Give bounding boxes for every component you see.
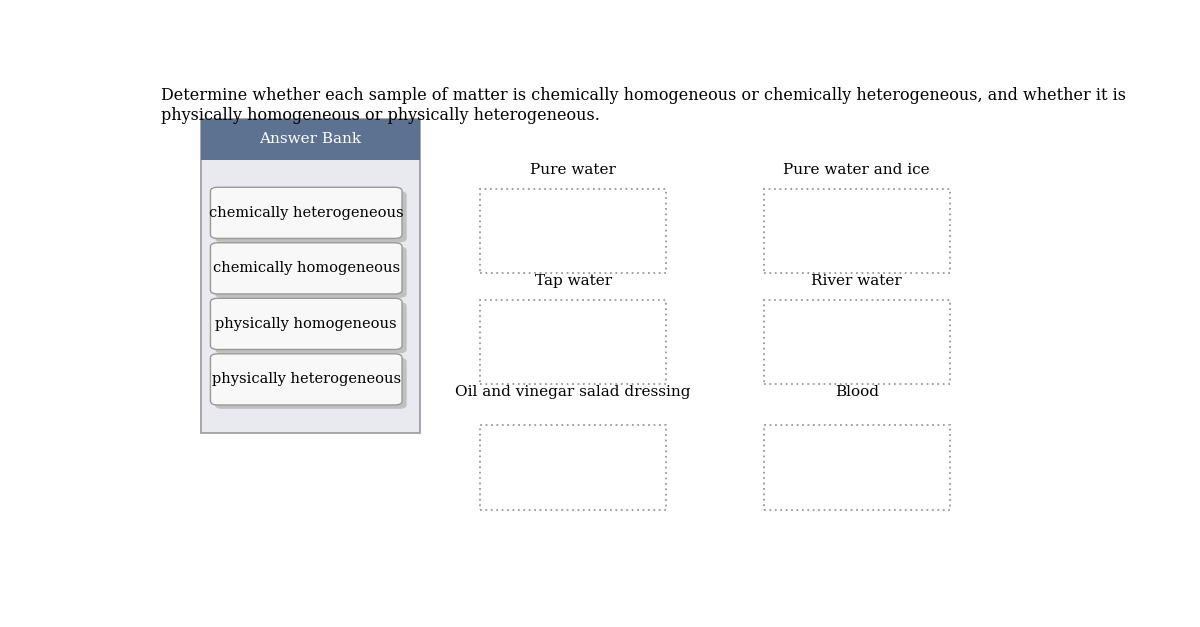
Bar [764, 189, 950, 273]
Text: Pure water: Pure water [530, 162, 616, 177]
Bar [480, 425, 666, 510]
Text: chemically homogeneous: chemically homogeneous [212, 261, 400, 275]
Text: River water: River water [811, 273, 902, 288]
Text: Oil and vinegar salad dressing: Oil and vinegar salad dressing [456, 385, 691, 399]
Bar [480, 300, 666, 384]
Text: Pure water and ice: Pure water and ice [784, 162, 930, 177]
Text: Answer Bank: Answer Bank [259, 132, 361, 146]
Text: Tap water: Tap water [534, 273, 612, 288]
FancyBboxPatch shape [215, 191, 407, 242]
FancyBboxPatch shape [215, 246, 407, 298]
Bar [480, 189, 666, 273]
FancyBboxPatch shape [210, 187, 402, 238]
Text: physically homogeneous: physically homogeneous [216, 317, 397, 331]
Bar [764, 425, 950, 510]
FancyBboxPatch shape [202, 119, 420, 433]
Bar [764, 300, 950, 384]
Text: chemically heterogeneous: chemically heterogeneous [209, 206, 403, 220]
Text: physically heterogeneous: physically heterogeneous [211, 372, 401, 386]
Text: Determine whether each sample of matter is chemically homogeneous or chemically : Determine whether each sample of matter … [161, 87, 1126, 124]
FancyBboxPatch shape [210, 354, 402, 405]
FancyBboxPatch shape [210, 243, 402, 294]
FancyBboxPatch shape [210, 298, 402, 349]
FancyBboxPatch shape [215, 357, 407, 409]
FancyBboxPatch shape [215, 302, 407, 354]
Bar [202, 119, 420, 160]
Text: Blood: Blood [835, 385, 878, 399]
